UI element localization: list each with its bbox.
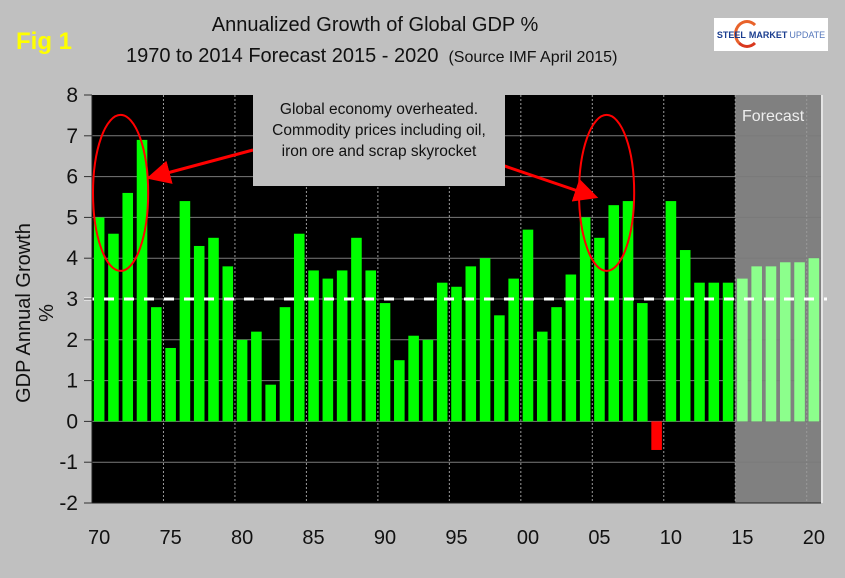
bar-2005: [594, 237, 605, 422]
x-tick-label: 00: [517, 527, 539, 549]
y-tick-label: 1: [66, 370, 78, 393]
y-tick-label: 4: [66, 247, 78, 270]
bar-2014: [722, 282, 734, 422]
bar-2002: [551, 307, 562, 422]
x-axis-ticks: 70 75 80 85 90 95 00 05 10 15 20: [88, 527, 825, 549]
subtitle-range: 1970 to 2014 Forecast 2015 - 2020: [126, 45, 439, 67]
chart-subtitle: 1970 to 2014 Forecast 2015 - 2020 (Source…: [126, 45, 617, 68]
bar-1981: [251, 331, 262, 422]
x-tick-label: 85: [302, 527, 324, 549]
bar-1970: [93, 217, 105, 422]
x-tick-label: 75: [159, 527, 181, 549]
bar-1978: [208, 237, 219, 422]
bar-2016: [751, 266, 762, 422]
y-tick-label: 7: [66, 125, 78, 148]
bar-2003: [565, 274, 577, 422]
annotation-line-2: Commodity prices including oil,: [272, 122, 486, 139]
bar-1994: [436, 282, 448, 422]
x-tick-label: 10: [660, 527, 682, 549]
bar-2017: [765, 266, 777, 422]
steel-market-update-logo: STEEL MARKET UPDATE: [714, 18, 828, 51]
annotation-line-3: iron ore and scrap skyrocket: [281, 143, 477, 160]
forecast-label: Forecast: [742, 108, 805, 125]
x-tick-label: 70: [88, 527, 110, 549]
y-tick-label: -1: [59, 451, 78, 474]
bar-2012: [694, 282, 705, 422]
bar-1975: [165, 347, 176, 422]
bar-1996: [465, 266, 477, 422]
bar-1986: [322, 278, 334, 422]
bar-1977: [193, 245, 205, 422]
y-tick-label: 8: [66, 84, 78, 107]
bar-1993: [422, 339, 434, 422]
y-tick-label: 2: [66, 329, 78, 352]
x-tick-label: 05: [588, 527, 610, 549]
bar-1985: [308, 270, 319, 422]
bar-1980: [236, 339, 248, 422]
bar-1982: [265, 384, 276, 422]
bar-1972: [122, 192, 134, 422]
bar-2019: [794, 262, 805, 422]
bar-1971: [108, 233, 119, 422]
x-tick-label: 15: [731, 527, 753, 549]
bar-1995: [451, 286, 462, 422]
bar-2008: [637, 303, 648, 422]
bar-1976: [179, 201, 191, 422]
bar-2015: [737, 278, 748, 422]
x-tick-label: 80: [231, 527, 253, 549]
bar-1998: [494, 315, 505, 422]
bar-2009: [651, 421, 662, 450]
bar-2010: [665, 201, 677, 422]
bar-1973: [136, 139, 148, 422]
logo-word-market: MARKET: [748, 29, 788, 40]
y-axis-ticks: -2 -1 0 1 2 3 4 5 6 7 8: [59, 84, 92, 515]
bar-1997: [479, 258, 491, 422]
y-axis-title: GDP Annual Growth %: [13, 223, 58, 403]
bar-1987: [336, 270, 348, 422]
bar-1974: [151, 307, 162, 422]
y-tick-label: 5: [66, 206, 78, 229]
bar-1988: [351, 237, 362, 422]
bar-1983: [279, 307, 291, 422]
bar-1999: [508, 278, 519, 422]
annotation-box: Global economy overheated. Commodity pri…: [253, 88, 505, 186]
source-note: (Source IMF April 2015): [448, 49, 618, 66]
bar-1990: [379, 303, 391, 422]
y-tick-label: -2: [59, 492, 78, 515]
x-tick-label: 90: [374, 527, 396, 549]
bar-2000: [522, 229, 534, 422]
annotation-line-1: Global economy overheated.: [279, 101, 479, 118]
bar-1991: [394, 360, 405, 422]
y-tick-label: 3: [66, 288, 78, 311]
bar-2001: [536, 331, 548, 422]
bar-1989: [365, 270, 377, 422]
bar-2020: [808, 258, 820, 422]
bar-2018: [779, 262, 791, 422]
bar-1984: [293, 233, 305, 422]
logo-swoosh-icon: [734, 20, 760, 48]
bar-1992: [408, 335, 419, 422]
y-tick-label: 6: [66, 166, 78, 189]
bar-2011: [679, 250, 691, 422]
figure-label: Fig 1: [16, 28, 73, 55]
logo-word-update: UPDATE: [789, 29, 826, 40]
x-tick-label: 95: [445, 527, 467, 549]
y-tick-label: 0: [66, 410, 78, 433]
bar-2007: [622, 201, 634, 422]
chart-title: Annualized Growth of Global GDP %: [211, 14, 539, 36]
bar-2013: [708, 282, 720, 422]
bar-1979: [222, 266, 234, 422]
bar-2004: [579, 217, 591, 422]
bar-2006: [608, 205, 620, 422]
logo-word-steel: STEEL: [716, 29, 746, 40]
x-tick-label: 20: [803, 527, 825, 549]
